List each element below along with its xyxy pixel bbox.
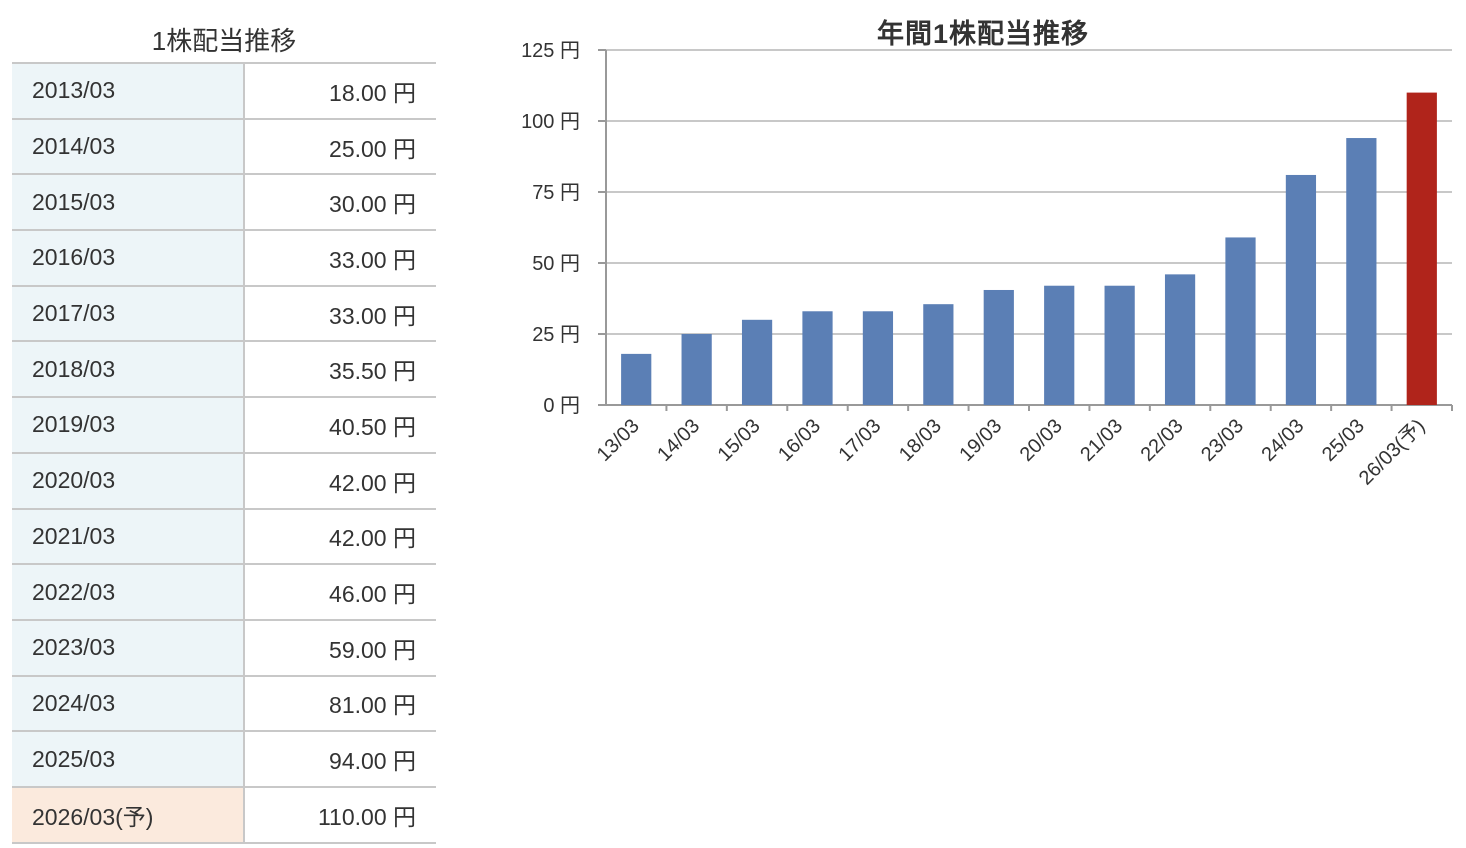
table-row: 2018/03 35.50 円	[12, 340, 436, 398]
table-row: 2026/03(予) 110.00 円	[12, 785, 436, 844]
table-row: 2016/03 33.00 円	[12, 229, 436, 286]
period-cell: 2018/03	[12, 340, 245, 398]
dividend-bar-chart: 0 円 25 円 50 円 75 円 100 円 125 円 13/03 14/03 15/03…	[521, 40, 1453, 490]
x-tick-label: 17/03	[835, 415, 886, 466]
x-tick-label: 24/03	[1258, 415, 1309, 466]
bar	[1225, 237, 1256, 405]
dividend-amount-cell: 35.50 円	[244, 340, 436, 398]
table-row: 2019/03 40.50 円	[12, 396, 436, 453]
period-cell: 2021/03	[12, 507, 245, 565]
period-cell: 2019/03	[12, 396, 245, 453]
period-cell: 2013/03	[12, 62, 245, 119]
bar	[741, 319, 773, 405]
dividend-amount-cell: 42.00 円	[244, 451, 436, 509]
dividend-amount-cell: 30.00 円	[244, 173, 436, 231]
y-tick-label: 100 円	[521, 111, 580, 133]
bar	[1104, 285, 1135, 405]
bar	[923, 304, 954, 405]
table-row: 2014/03 25.00 円	[12, 117, 436, 175]
table-row: 2025/03 94.00 円	[12, 730, 436, 787]
x-tick-label: 22/03	[1137, 415, 1188, 466]
x-tick-label: 26/03(予)	[1355, 415, 1430, 490]
bar	[1044, 285, 1075, 405]
bar	[1406, 92, 1437, 405]
y-tick-label: 0 円	[543, 395, 580, 417]
table-row: 2023/03 59.00 円	[12, 618, 436, 676]
x-tick-label: 14/03	[653, 415, 704, 466]
dividend-amount-cell: 18.00 円	[244, 62, 436, 119]
table-row: 2015/03 30.00 円	[12, 173, 436, 231]
x-tick-label: 20/03	[1016, 415, 1067, 466]
x-tick-label: 18/03	[895, 415, 946, 466]
period-cell: 2015/03	[12, 173, 245, 231]
table-row: 2022/03 46.00 円	[12, 563, 436, 620]
period-cell: 2020/03	[12, 451, 245, 509]
bar	[621, 353, 652, 405]
dividend-amount-cell: 94.00 円	[244, 730, 436, 787]
dividend-amount-cell: 81.00 円	[244, 674, 436, 732]
dividend-amount-cell: 59.00 円	[244, 618, 436, 676]
period-cell: 2024/03	[12, 674, 245, 732]
table-row: 2024/03 81.00 円	[12, 674, 436, 732]
period-cell: 2025/03	[12, 730, 245, 787]
bar	[1164, 274, 1196, 405]
chart-title: 年間1株配当推移	[876, 19, 1090, 49]
x-tick-label: 13/03	[593, 415, 644, 466]
x-tick-label: 15/03	[714, 415, 765, 466]
table-title: 1株配当推移	[151, 26, 297, 56]
bar	[983, 289, 1014, 405]
x-tick-label: 21/03	[1076, 415, 1127, 466]
x-tick-label: 19/03	[955, 415, 1006, 466]
dividend-amount-cell: 33.00 円	[244, 284, 436, 342]
dividend-amount-cell: 46.00 円	[244, 563, 436, 620]
bar	[862, 311, 894, 405]
dividend-amount-cell: 33.00 円	[244, 229, 436, 286]
period-cell: 2014/03	[12, 117, 245, 175]
table-row: 2020/03 42.00 円	[12, 451, 436, 509]
y-tick-label: 75 円	[532, 182, 580, 204]
dividend-amount-cell: 42.00 円	[244, 507, 436, 565]
x-tick-label: 23/03	[1197, 415, 1248, 466]
period-cell: 2026/03(予)	[12, 785, 245, 844]
period-cell: 2017/03	[12, 284, 245, 342]
period-cell: 2023/03	[12, 618, 245, 676]
table-row: 2021/03 42.00 円	[12, 507, 436, 565]
bar	[681, 334, 712, 405]
y-tick-label: 25 円	[532, 324, 580, 346]
dividend-table-panel: 1株配当推移 2013/03 18.00 円 2014/03 25.00 円 2015/…	[12, 20, 436, 844]
dividend-amount-cell: 110.00 円	[244, 785, 436, 844]
dividend-amount-cell: 25.00 円	[244, 117, 436, 175]
table-row: 2017/03 33.00 円	[12, 284, 436, 342]
table-row: 2013/03 18.00 円	[12, 62, 436, 119]
y-tick-label: 125 円	[521, 40, 580, 62]
dividend-table: 2013/03 18.00 円 2014/03 25.00 円 2015/03 30.00…	[12, 62, 436, 844]
bar	[1285, 174, 1317, 405]
y-tick-label: 50 円	[532, 253, 580, 275]
period-cell: 2022/03	[12, 563, 245, 620]
dividend-chart-panel: 年間1株配当推移 0 円 25 円 50 円 75 円 100 円 125 円 13/03 1…	[460, 0, 1466, 560]
x-tick-label: 25/03	[1318, 415, 1369, 466]
bar	[802, 311, 833, 405]
period-cell: 2016/03	[12, 229, 245, 286]
x-tick-label: 16/03	[774, 415, 825, 466]
dividend-amount-cell: 40.50 円	[244, 396, 436, 453]
bar	[1346, 138, 1377, 406]
